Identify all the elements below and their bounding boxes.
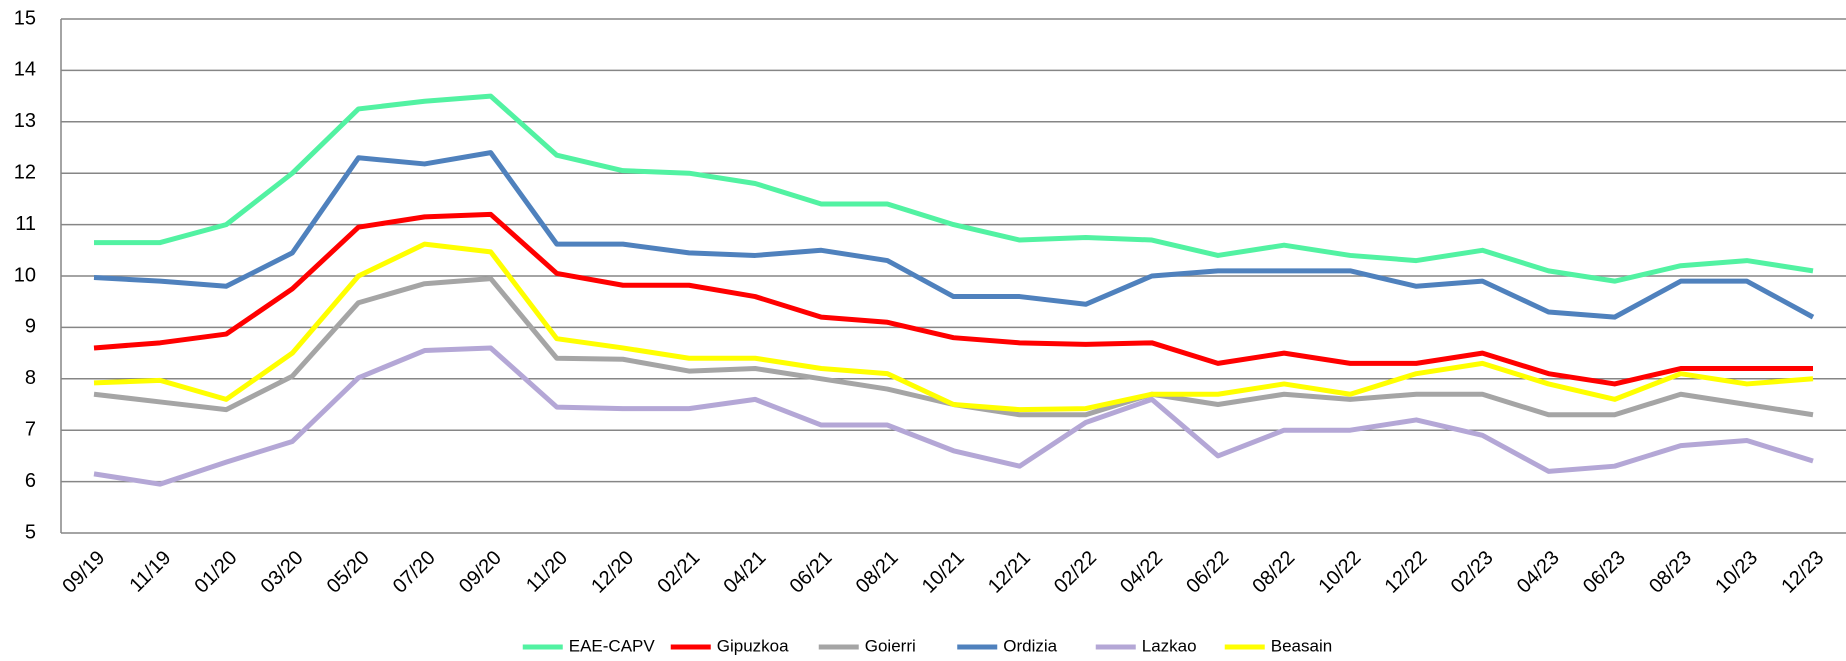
series-line [94, 93, 1814, 284]
legend-label: Gipuzkoa [717, 636, 789, 655]
y-tick-label: 7 [25, 418, 36, 440]
y-tick-label: 15 [14, 7, 36, 29]
legend-label: Goierri [865, 636, 916, 655]
series-line [93, 241, 1814, 413]
x-tick-label: 04/23 [1513, 547, 1564, 598]
y-tick-label: 13 [14, 110, 36, 132]
x-tick-label: 09/20 [455, 547, 506, 598]
x-tick-label: 12/22 [1381, 547, 1432, 598]
series-line [93, 345, 1814, 487]
x-tick-label: 10/21 [918, 547, 969, 598]
y-tick-label: 12 [14, 161, 36, 183]
x-tick-label: 04/22 [1116, 547, 1167, 598]
y-tick-label: 9 [25, 316, 36, 338]
x-tick-label: 03/20 [257, 547, 308, 598]
y-tick-label: 11 [15, 213, 36, 235]
x-tick-label: 08/22 [1248, 547, 1299, 598]
x-tick-label: 12/20 [587, 547, 638, 598]
y-tick-label: 6 [25, 470, 36, 492]
y-tick-label: 10 [14, 264, 36, 286]
x-tick-label: 06/23 [1579, 547, 1630, 598]
y-tick-label: 14 [14, 59, 36, 81]
x-tick-label: 07/20 [389, 547, 440, 598]
x-tick-label: 12/23 [1777, 547, 1828, 598]
x-tick-label: 11/20 [522, 547, 572, 597]
x-tick-label: 10/23 [1711, 547, 1762, 598]
x-tick-label: 04/21 [719, 547, 770, 598]
y-tick-label: 8 [25, 367, 36, 389]
x-tick-label: 06/21 [786, 547, 837, 598]
series-line [93, 211, 1813, 387]
x-tick-label: 10/22 [1315, 547, 1366, 598]
x-tick-label: 06/22 [1182, 547, 1233, 598]
x-tick-label: 08/23 [1645, 547, 1696, 598]
x-tick-label: 11/19 [125, 547, 175, 597]
legend-label: Lazkao [1142, 636, 1197, 655]
x-tick-label: 02/21 [653, 547, 704, 598]
legend-label: Ordizia [1003, 636, 1057, 655]
x-tick-label: 09/19 [58, 547, 109, 598]
x-tick-label: 02/22 [1050, 547, 1101, 598]
x-tick-label: 12/21 [984, 547, 1035, 598]
y-tick-label: 5 [25, 521, 36, 543]
x-tick-label: 02/23 [1447, 547, 1498, 598]
x-tick-label: 01/20 [191, 547, 242, 598]
legend-label: EAE-CAPV [569, 636, 656, 655]
series-line [93, 150, 1815, 320]
legend-label: Beasain [1271, 636, 1332, 655]
x-tick-label: 05/20 [323, 547, 374, 598]
x-tick-label: 08/21 [852, 547, 903, 598]
